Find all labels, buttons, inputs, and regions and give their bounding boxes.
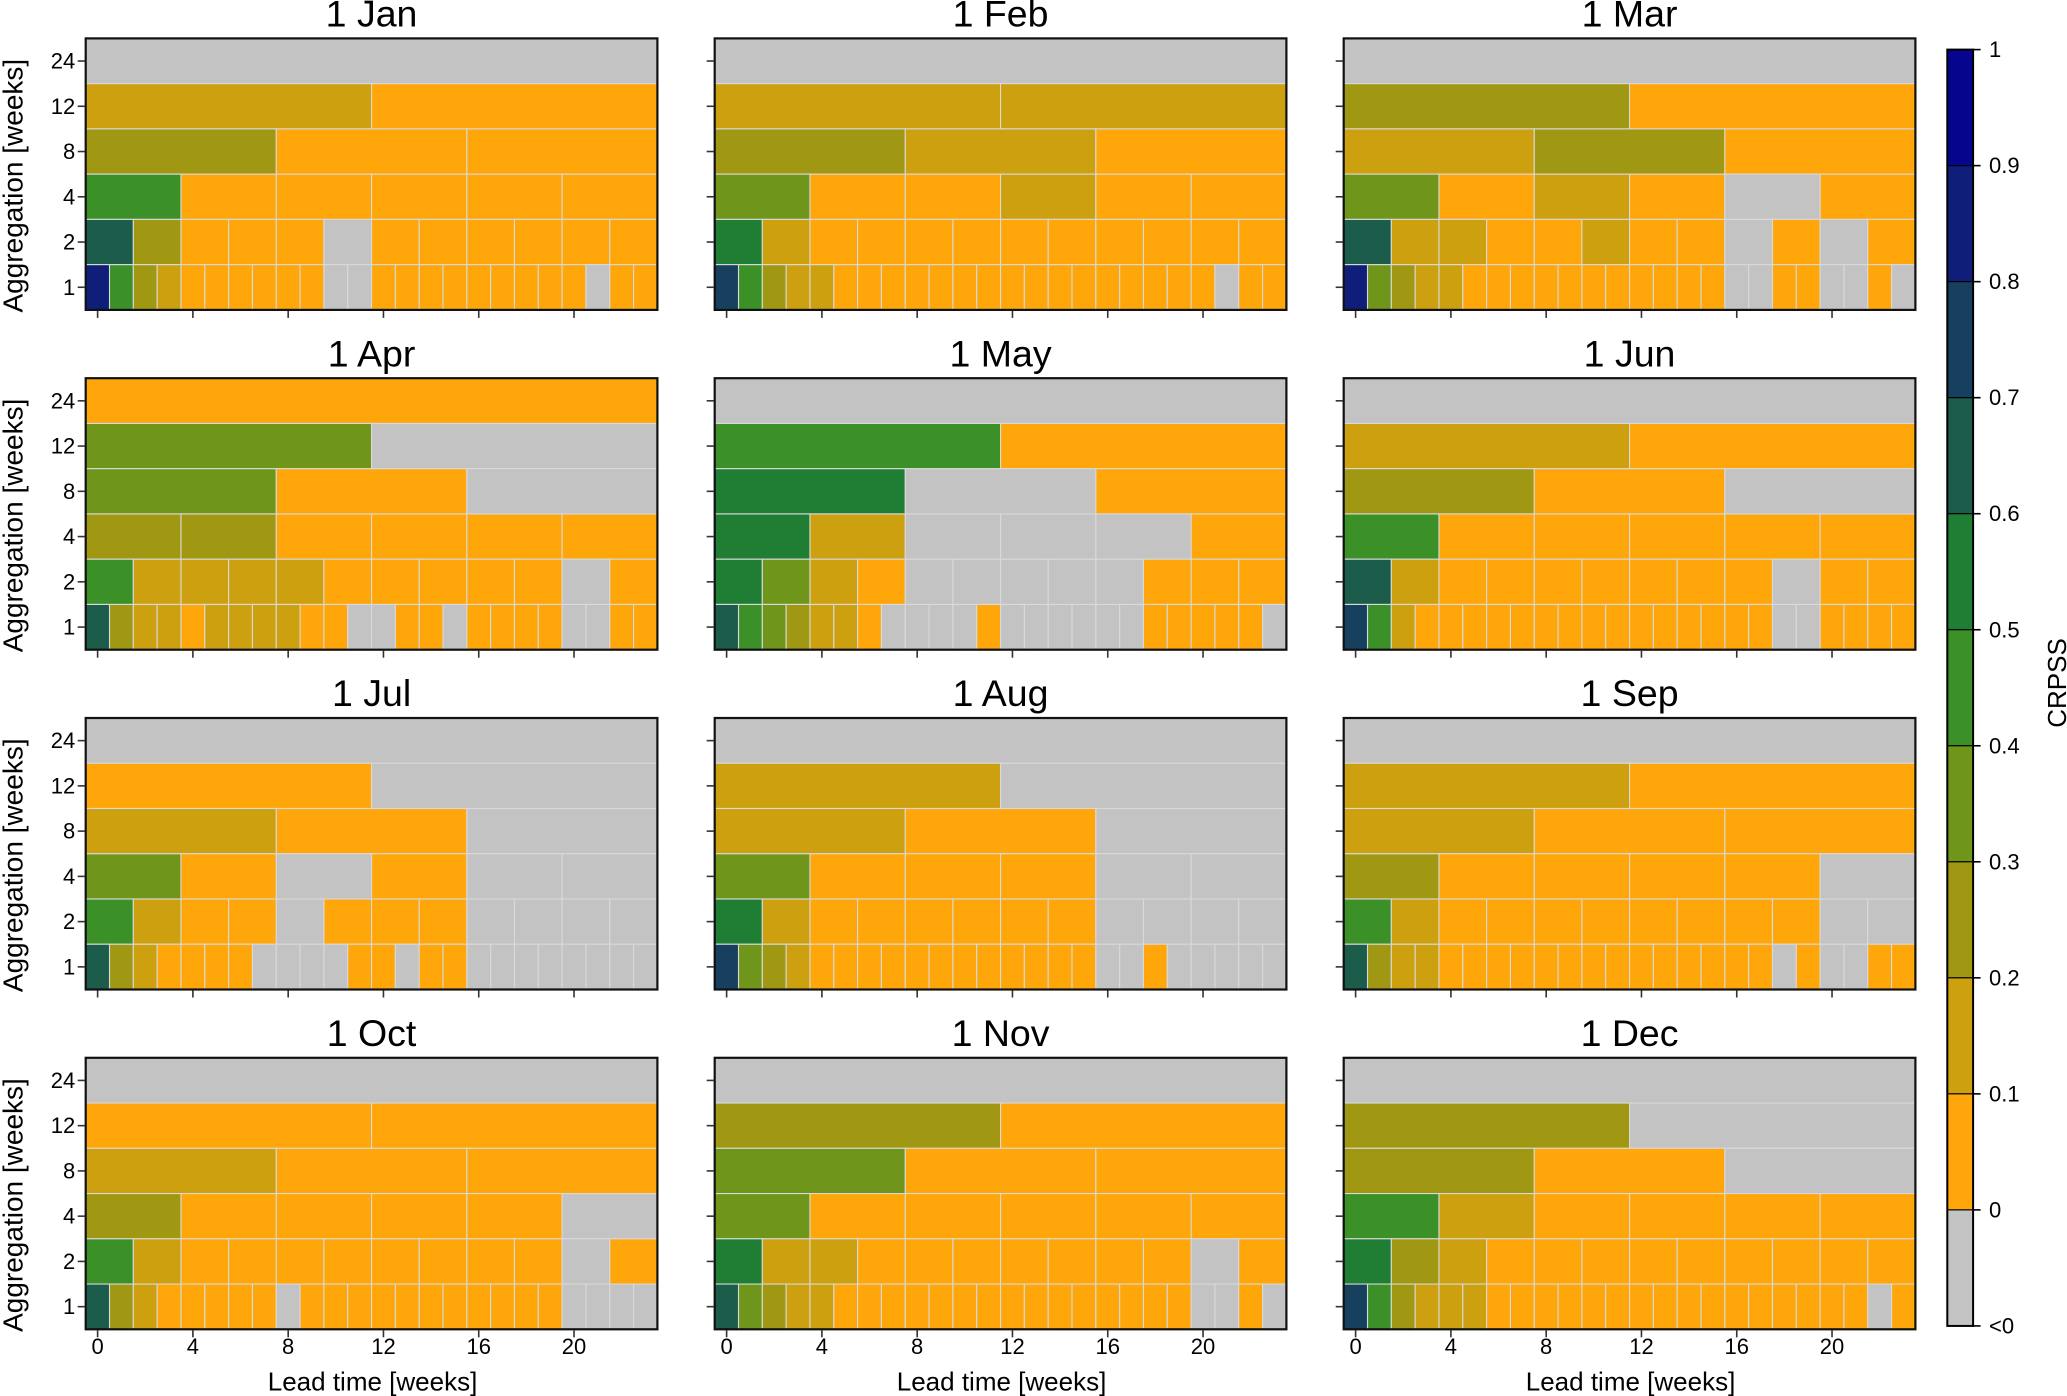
svg-text:1 Nov: 1 Nov: [952, 1012, 1050, 1054]
svg-text:Lead time [weeks]: Lead time [weeks]: [1526, 1367, 1736, 1396]
svg-text:12: 12: [1000, 1334, 1024, 1359]
svg-text:1 Apr: 1 Apr: [328, 332, 416, 374]
svg-text:12: 12: [51, 434, 75, 459]
svg-text:0.5: 0.5: [1989, 617, 2020, 642]
svg-text:4: 4: [816, 1334, 828, 1359]
svg-text:Aggregation [weeks]: Aggregation [weeks]: [0, 59, 28, 313]
svg-text:1 Jun: 1 Jun: [1584, 332, 1676, 374]
svg-text:1 Oct: 1 Oct: [327, 1012, 417, 1054]
svg-text:20: 20: [1820, 1334, 1844, 1359]
svg-text:2: 2: [63, 569, 75, 594]
svg-text:0: 0: [91, 1334, 103, 1359]
svg-text:1 Dec: 1 Dec: [1581, 1012, 1679, 1054]
svg-text:4: 4: [63, 1204, 75, 1229]
svg-text:8: 8: [63, 819, 75, 844]
svg-text:2: 2: [63, 230, 75, 255]
svg-text:16: 16: [466, 1334, 490, 1359]
svg-text:0.6: 0.6: [1989, 501, 2020, 526]
svg-text:1: 1: [63, 275, 75, 300]
svg-text:Aggregation [weeks]: Aggregation [weeks]: [0, 399, 28, 653]
svg-text:4: 4: [1445, 1334, 1457, 1359]
svg-text:8: 8: [63, 139, 75, 164]
svg-text:Lead time [weeks]: Lead time [weeks]: [897, 1367, 1107, 1396]
svg-text:1: 1: [63, 1294, 75, 1319]
svg-text:1 Jul: 1 Jul: [332, 672, 411, 714]
svg-text:12: 12: [371, 1334, 395, 1359]
svg-text:1 May: 1 May: [949, 332, 1051, 374]
svg-text:1 Mar: 1 Mar: [1582, 0, 1678, 35]
svg-text:20: 20: [562, 1334, 586, 1359]
svg-text:0.9: 0.9: [1989, 153, 2020, 178]
svg-text:1 Aug: 1 Aug: [953, 672, 1049, 714]
svg-text:Lead time [weeks]: Lead time [weeks]: [268, 1367, 478, 1396]
svg-text:4: 4: [187, 1334, 199, 1359]
svg-text:0: 0: [1349, 1334, 1361, 1359]
svg-text:1 Sep: 1 Sep: [1581, 672, 1679, 714]
svg-text:24: 24: [51, 1068, 75, 1093]
svg-text:24: 24: [51, 388, 75, 413]
svg-text:8: 8: [911, 1334, 923, 1359]
svg-text:1 Jan: 1 Jan: [326, 0, 418, 35]
svg-text:CRPSS: CRPSS: [2042, 638, 2067, 728]
svg-text:8: 8: [63, 479, 75, 504]
svg-text:12: 12: [51, 773, 75, 798]
svg-text:Aggregation [weeks]: Aggregation [weeks]: [0, 738, 28, 992]
svg-text:24: 24: [51, 728, 75, 753]
svg-text:1 Feb: 1 Feb: [953, 0, 1049, 35]
svg-text:12: 12: [1629, 1334, 1653, 1359]
svg-text:8: 8: [63, 1158, 75, 1183]
svg-text:16: 16: [1724, 1334, 1748, 1359]
svg-text:Aggregation [weeks]: Aggregation [weeks]: [0, 1078, 28, 1332]
svg-text:0.1: 0.1: [1989, 1081, 2020, 1106]
svg-text:1: 1: [63, 615, 75, 640]
svg-text:0: 0: [720, 1334, 732, 1359]
svg-text:4: 4: [63, 864, 75, 889]
svg-text:16: 16: [1095, 1334, 1119, 1359]
svg-text:8: 8: [1540, 1334, 1552, 1359]
svg-text:2: 2: [63, 909, 75, 934]
svg-text:0: 0: [1989, 1197, 2001, 1222]
svg-text:0.8: 0.8: [1989, 269, 2020, 294]
svg-text:12: 12: [51, 94, 75, 119]
svg-text:1: 1: [1989, 37, 2001, 62]
svg-text:12: 12: [51, 1113, 75, 1138]
svg-text:8: 8: [282, 1334, 294, 1359]
svg-text:4: 4: [63, 184, 75, 209]
svg-text:0.2: 0.2: [1989, 965, 2020, 990]
svg-text:24: 24: [51, 49, 75, 74]
svg-text:4: 4: [63, 524, 75, 549]
svg-text:0.4: 0.4: [1989, 733, 2020, 758]
svg-text:20: 20: [1191, 1334, 1215, 1359]
svg-text:2: 2: [63, 1249, 75, 1274]
svg-text:1: 1: [63, 954, 75, 979]
svg-text:<0: <0: [1989, 1313, 2014, 1338]
svg-text:0.3: 0.3: [1989, 849, 2020, 874]
svg-text:0.7: 0.7: [1989, 385, 2020, 410]
